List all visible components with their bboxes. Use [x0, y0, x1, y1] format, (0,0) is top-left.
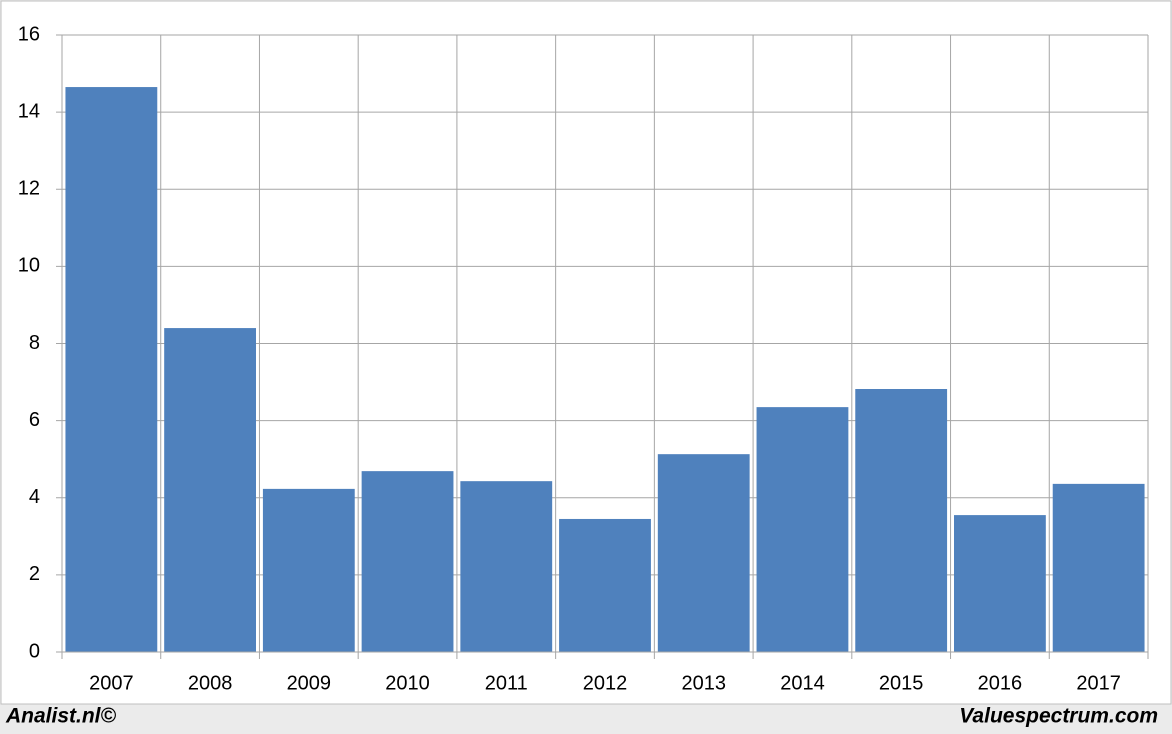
- y-tick-label: 14: [18, 100, 40, 122]
- x-tick-label: 2015: [879, 672, 924, 694]
- bar: [756, 407, 849, 652]
- footer-right: Valuespectrum.com: [959, 705, 1158, 728]
- y-tick-label: 16: [18, 23, 40, 45]
- bar: [262, 488, 355, 652]
- y-tick-label: 6: [29, 409, 40, 431]
- y-tick-label: 0: [29, 640, 40, 662]
- x-tick-label: 2009: [287, 672, 332, 694]
- y-tick-label: 10: [18, 255, 40, 277]
- bar: [855, 389, 948, 652]
- y-tick-label: 8: [29, 332, 40, 354]
- y-tick-label: 2: [29, 563, 40, 585]
- x-tick-label: 2014: [780, 672, 825, 694]
- y-tick-label: 12: [18, 178, 40, 200]
- bar: [361, 471, 454, 652]
- bar: [657, 454, 750, 652]
- bar: [164, 328, 256, 652]
- bar: [1052, 483, 1145, 652]
- x-tick-label: 2016: [978, 672, 1023, 694]
- x-tick-label: 2017: [1076, 672, 1121, 694]
- x-tick-label: 2010: [385, 672, 430, 694]
- bar: [954, 515, 1046, 652]
- footer-left: Analist.nl©: [5, 705, 117, 728]
- bar: [460, 481, 553, 652]
- x-tick-label: 2008: [188, 672, 233, 694]
- bar: [559, 518, 651, 652]
- x-tick-label: 2012: [583, 672, 628, 694]
- x-tick-label: 2007: [89, 672, 134, 694]
- y-tick-label: 4: [29, 486, 40, 508]
- bar: [65, 87, 158, 652]
- x-tick-label: 2011: [485, 672, 528, 694]
- x-tick-label: 2013: [681, 672, 726, 694]
